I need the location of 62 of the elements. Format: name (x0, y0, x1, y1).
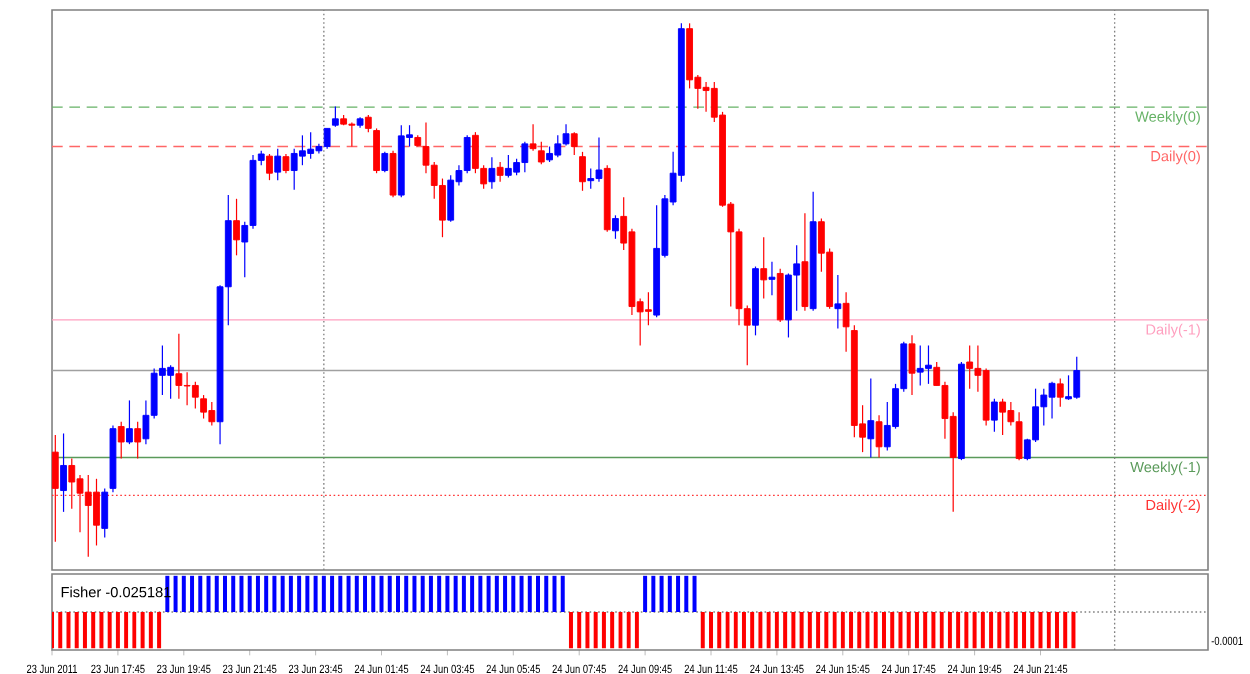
candlestick (554, 134, 562, 158)
candlestick (875, 414, 883, 459)
candlestick (266, 153, 273, 181)
candlestick (916, 344, 924, 387)
candlestick (323, 127, 331, 150)
candlestick (282, 153, 290, 174)
candlestick (200, 394, 207, 420)
candlestick (331, 105, 339, 128)
candlestick (579, 151, 586, 192)
candlestick (702, 81, 710, 113)
candlestick (776, 268, 784, 323)
candlestick (1015, 411, 1023, 461)
candlestick (529, 123, 537, 152)
candlestick (183, 371, 191, 406)
candlestick (488, 156, 496, 190)
candlestick (1056, 377, 1064, 408)
candlestick (908, 334, 916, 396)
candlestick (1048, 381, 1056, 420)
candlestick (801, 212, 809, 312)
candlestick (117, 421, 125, 460)
candlestick (925, 344, 932, 385)
candlestick (447, 174, 455, 223)
candlestick (570, 131, 578, 156)
candlestick (760, 236, 768, 300)
candlestick (274, 148, 282, 181)
candlestick (966, 344, 974, 390)
candlestick (463, 134, 471, 174)
candlestick (233, 198, 240, 256)
candlestick (595, 136, 603, 183)
candlestick (999, 398, 1007, 436)
candlestick (521, 141, 529, 173)
candlestick (93, 478, 100, 547)
candlestick (990, 398, 998, 433)
candlestick (167, 364, 175, 400)
candlestick (768, 261, 776, 296)
candlestick (645, 291, 652, 326)
candlestick (587, 167, 595, 190)
candlestick (101, 487, 109, 539)
candlestick (299, 134, 306, 166)
candlestick (381, 151, 389, 173)
candlestick (208, 401, 216, 427)
candlestick (1065, 374, 1072, 401)
candlestick (867, 377, 875, 459)
candlestick (612, 214, 619, 240)
candlestick (175, 333, 183, 400)
candlestick (307, 131, 315, 160)
candlestick (290, 148, 298, 191)
candlestick (834, 274, 842, 329)
candlestick (842, 291, 850, 353)
candlestick (191, 381, 199, 409)
candlestick (68, 457, 76, 510)
candlestick (1073, 356, 1081, 400)
candlestick (504, 154, 512, 179)
candlestick (389, 150, 397, 198)
candlestick (496, 161, 504, 183)
candlestick (373, 127, 380, 174)
candlestick (134, 421, 142, 460)
candlestick (60, 432, 67, 513)
candlestick (51, 434, 59, 543)
candlestick (84, 474, 92, 558)
candlestick (126, 399, 133, 445)
candlestick (537, 141, 545, 165)
